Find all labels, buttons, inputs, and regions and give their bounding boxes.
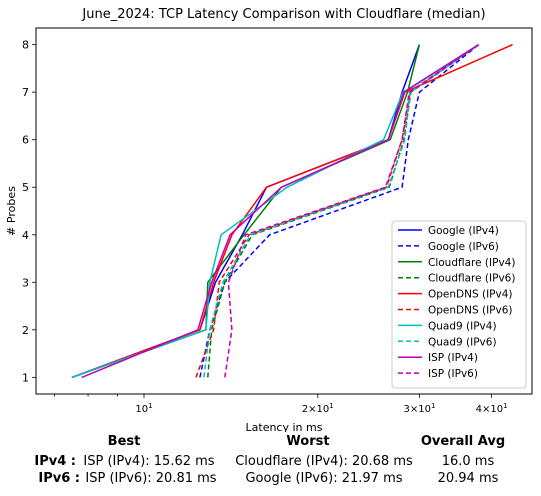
legend-label-opendns-ipv6: OpenDNS (IPv6)	[428, 305, 513, 317]
y-tick-label: 8	[22, 39, 29, 52]
legend-label-isp-ipv4: ISP (IPv4)	[428, 352, 478, 364]
avg-header: Overall Avg	[408, 434, 518, 449]
y-tick-label: 2	[22, 324, 29, 337]
y-tick-label: 4	[22, 229, 29, 242]
y-tick-label: 6	[22, 134, 29, 147]
legend-label-quad9-ipv6: Quad9 (IPv6)	[428, 336, 497, 348]
y-axis-label: # Probes	[5, 186, 18, 236]
legend-label-cloudflare-ipv4: Cloudflare (IPv4)	[428, 257, 515, 269]
y-tick-label: 7	[22, 86, 29, 99]
summary-table: Best Worst Overall Avg IPv4 : ISP (IPv4)…	[0, 432, 541, 496]
ipv6-worst: Google (IPv6): 21.97 ms	[226, 471, 422, 486]
legend-label-google-ipv6: Google (IPv6)	[428, 241, 499, 253]
y-tick-label: 3	[22, 276, 29, 289]
ipv4-row-label: IPv4 :	[10, 454, 76, 469]
ipv4-avg: 16.0 ms	[418, 454, 518, 469]
x-axis: 101 2×101 3×101 4×101	[55, 394, 508, 415]
chart-title: June_2024: TCP Latency Comparison with C…	[81, 7, 485, 22]
series-line-google-ipv4	[72, 45, 420, 378]
ipv4-best: ISP (IPv4): 15.62 ms	[74, 454, 224, 469]
legend-label-google-ipv4: Google (IPv4)	[428, 225, 499, 237]
legend-label-quad9-ipv4: Quad9 (IPv4)	[428, 320, 497, 332]
y-tick-label: 1	[22, 371, 29, 384]
ipv4-worst: Cloudflare (IPv4): 20.68 ms	[226, 454, 422, 469]
x-tick-label: 4×101	[476, 402, 508, 415]
x-tick-label: 2×101	[302, 402, 334, 415]
x-tick-label: 101	[135, 402, 152, 415]
legend-label-isp-ipv6: ISP (IPv6)	[428, 368, 478, 380]
x-tick-label: 3×101	[403, 402, 435, 415]
series-line-cloudflare-ipv4	[72, 45, 420, 378]
legend: Google (IPv4) Google (IPv6) Cloudflare (IP…	[392, 221, 526, 388]
ipv6-avg: 20.94 ms	[418, 471, 518, 486]
x-axis-label: Latency in ms	[246, 421, 323, 432]
y-tick-label: 5	[22, 181, 29, 194]
legend-label-opendns-ipv4: OpenDNS (IPv4)	[428, 289, 513, 301]
ipv6-row-label: IPv6 :	[10, 471, 80, 486]
legend-label-cloudflare-ipv6: Cloudflare (IPv6)	[428, 273, 515, 285]
worst-header: Worst	[228, 434, 388, 449]
ipv6-best: ISP (IPv6): 20.81 ms	[76, 471, 226, 486]
best-header: Best	[74, 434, 174, 449]
y-axis: 1 2 3 4 5 6 7 8	[22, 39, 36, 385]
latency-chart: June_2024: TCP Latency Comparison with C…	[0, 0, 541, 432]
